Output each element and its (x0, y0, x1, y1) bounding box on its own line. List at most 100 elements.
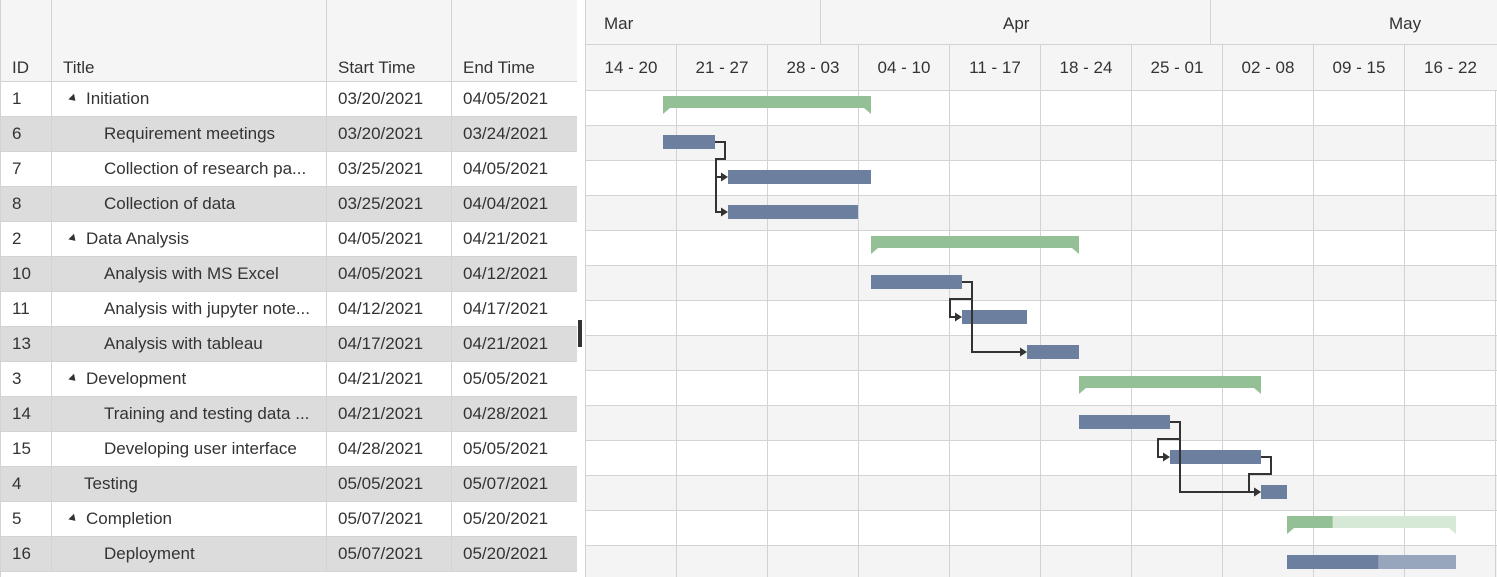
cell-title: Initiation (52, 82, 327, 116)
cell-start-time: 03/20/2021 (327, 82, 452, 116)
task-bar[interactable] (663, 135, 715, 149)
cell-title: Deployment (52, 537, 327, 571)
cell-start-time: 04/17/2021 (327, 327, 452, 361)
table-row[interactable]: 13 Analysis with tableau 04/17/2021 04/21/2… (1, 327, 577, 362)
table-row[interactable]: 3 Development 04/21/2021 05/05/2021 (1, 362, 577, 397)
week-header: 09 - 15 (1314, 45, 1405, 91)
grid-body: 1 Initiation 03/20/2021 04/05/2021 6 Requirem… (1, 82, 577, 577)
collapse-caret-icon[interactable] (68, 233, 79, 244)
task-bar[interactable] (1170, 450, 1261, 464)
task-title: Data Analysis (86, 229, 189, 248)
task-bar[interactable] (1079, 415, 1170, 429)
cell-start-time: 04/21/2021 (327, 397, 452, 431)
cell-end-time: 05/20/2021 (463, 509, 549, 528)
week-gridline (858, 91, 859, 577)
task-title: Collection of research pa... (104, 159, 307, 178)
table-row[interactable]: 7 Collection of research pa... 03/25/2021 0… (1, 152, 577, 187)
cell-end-time: 04/04/2021 (463, 194, 549, 213)
timeline-pane: Mar Apr May 14 - 20 21 - 27 28 - 03 04 - 10 11 … (585, 0, 1497, 577)
month-header: May (1211, 0, 1497, 45)
cell-id: 6 (1, 117, 52, 151)
table-row[interactable]: 1 Initiation 03/20/2021 04/05/2021 (1, 82, 577, 117)
timeline-row (585, 91, 1497, 126)
table-row[interactable]: 16 Deployment 05/07/2021 05/20/2021 (1, 537, 577, 572)
cell-id: 4 (1, 467, 52, 501)
column-header-title[interactable]: Title (52, 0, 327, 82)
cell-title: Developing user interface (52, 432, 327, 466)
task-title: Training and testing data ... (104, 404, 310, 423)
cell-start-time: 04/05/2021 (327, 257, 452, 291)
task-bar[interactable] (871, 275, 962, 289)
week-header: 25 - 01 (1132, 45, 1223, 91)
splitter[interactable] (577, 0, 585, 577)
task-bar[interactable] (728, 205, 858, 219)
week-header: 04 - 10 (859, 45, 950, 91)
cell-start-time: 04/05/2021 (327, 222, 452, 256)
timeline-row (585, 266, 1497, 301)
week-header: 28 - 03 (768, 45, 859, 91)
cell-id: 16 (1, 537, 52, 571)
task-title: Testing (84, 474, 138, 493)
task-bar[interactable] (728, 170, 871, 184)
cell-start-time: 03/25/2021 (327, 152, 452, 186)
cell-end-time: 04/21/2021 (463, 334, 549, 353)
table-row[interactable]: 4 Testing 05/05/2021 05/07/2021 (1, 467, 577, 502)
cell-start-time: 04/12/2021 (327, 292, 452, 326)
table-row[interactable]: 8 Collection of data 03/25/2021 04/04/2021 (1, 187, 577, 222)
column-header-start-time[interactable]: Start Time (327, 0, 452, 82)
cell-end-time: 04/05/2021 (463, 89, 549, 108)
splitter-handle-icon[interactable] (578, 320, 582, 347)
cell-id: 5 (1, 502, 52, 536)
summary-bar[interactable] (663, 96, 871, 114)
task-title: Requirement meetings (104, 124, 276, 143)
task-bar[interactable] (1287, 555, 1456, 569)
table-row[interactable]: 14 Training and testing data ... 04/21/202… (1, 397, 577, 432)
week-header: 21 - 27 (677, 45, 768, 91)
month-header: Mar (586, 0, 821, 45)
cell-end-time: 03/24/2021 (463, 124, 549, 143)
week-header: 18 - 24 (1041, 45, 1132, 91)
summary-bar[interactable] (871, 236, 1079, 254)
cell-title: Training and testing data ... (52, 397, 327, 431)
table-row[interactable]: 5 Completion 05/07/2021 05/20/2021 (1, 502, 577, 537)
week-gridline (1131, 91, 1132, 577)
column-header-start-time-label: Start Time (338, 58, 416, 77)
cell-start-time: 05/07/2021 (327, 502, 452, 536)
cell-title: Testing (52, 467, 327, 501)
cell-start-time: 05/05/2021 (327, 467, 452, 501)
table-row[interactable]: 15 Developing user interface 04/28/2021 05/… (1, 432, 577, 467)
task-bar[interactable] (1027, 345, 1079, 359)
week-header: 02 - 08 (1223, 45, 1314, 91)
week-gridline (949, 91, 950, 577)
column-header-id[interactable]: ID (1, 0, 52, 82)
cell-title: Analysis with tableau (52, 327, 327, 361)
collapse-caret-icon[interactable] (68, 513, 79, 524)
cell-end-time: 04/17/2021 (463, 299, 549, 318)
cell-title: Collection of data (52, 187, 327, 221)
week-gridline (767, 91, 768, 577)
cell-id: 11 (1, 292, 52, 326)
cell-id: 14 (1, 397, 52, 431)
column-header-end-time[interactable]: End Time (452, 0, 577, 82)
summary-bar[interactable] (1079, 376, 1261, 394)
table-row[interactable]: 6 Requirement meetings 03/20/2021 03/24/202… (1, 117, 577, 152)
cell-title: Completion (52, 502, 327, 536)
task-bar[interactable] (1261, 485, 1287, 499)
cell-end-time: 04/05/2021 (463, 159, 549, 178)
collapse-caret-icon[interactable] (68, 373, 79, 384)
task-title: Deployment (104, 544, 195, 563)
timeline-row (585, 476, 1497, 511)
table-row[interactable]: 10 Analysis with MS Excel 04/05/2021 04/12/… (1, 257, 577, 292)
timeline-row (585, 161, 1497, 196)
cell-title: Data Analysis (52, 222, 327, 256)
collapse-caret-icon[interactable] (68, 93, 79, 104)
table-row[interactable]: 2 Data Analysis 04/05/2021 04/21/2021 (1, 222, 577, 257)
cell-end-time: 04/12/2021 (463, 264, 549, 283)
summary-bar[interactable] (1287, 516, 1456, 534)
table-row[interactable]: 11 Analysis with jupyter note... 04/12/202… (1, 292, 577, 327)
task-bar[interactable] (962, 310, 1027, 324)
week-gridline (676, 91, 677, 577)
cell-id: 3 (1, 362, 52, 396)
task-grid: ID Title Start Time End Time 1 Initiation… (0, 0, 577, 577)
column-header-end-time-label: End Time (463, 58, 535, 77)
